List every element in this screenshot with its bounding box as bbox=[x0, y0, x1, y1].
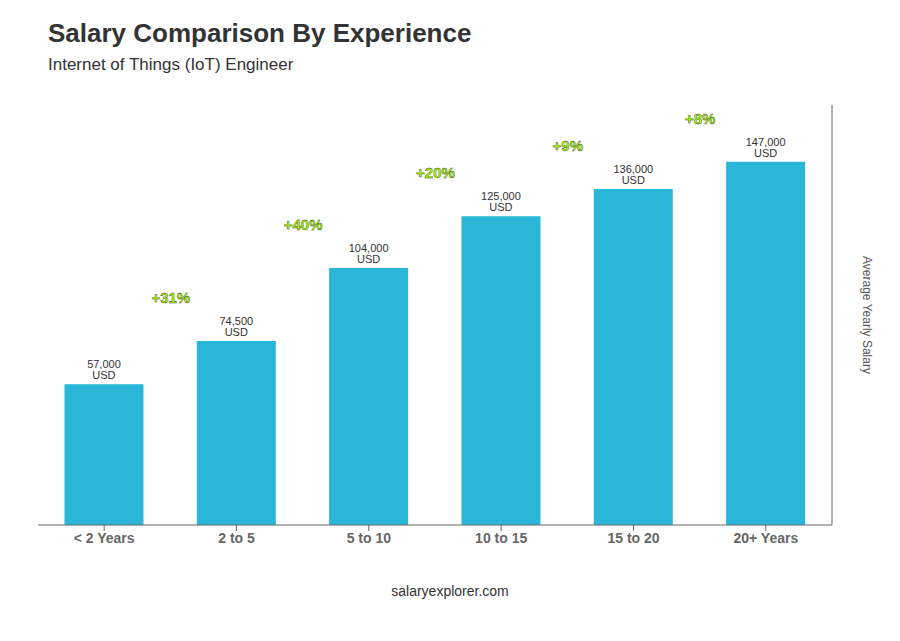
svg-text:+8%: +8% bbox=[685, 110, 715, 127]
svg-text:5 to 10: 5 to 10 bbox=[347, 530, 392, 546]
svg-text:Average Yearly Salary: Average Yearly Salary bbox=[860, 256, 874, 374]
svg-text:136,000USD: 136,000USD bbox=[613, 163, 653, 186]
svg-text:+20%: +20% bbox=[416, 164, 455, 181]
svg-text:57,000USD: 57,000USD bbox=[87, 358, 121, 381]
html-text:salaryexplorer.com: salaryexplorer.com bbox=[391, 583, 509, 599]
svg-text:+31%: +31% bbox=[151, 289, 190, 306]
html-text:Internet of Things (IoT) Engin: Internet of Things (IoT) Engineer bbox=[48, 55, 294, 74]
svg-text:20+ Years: 20+ Years bbox=[733, 530, 798, 546]
svg-text:2 to 5: 2 to 5 bbox=[218, 530, 255, 546]
svg-text:125,000USD: 125,000USD bbox=[481, 190, 521, 213]
svg-text:104,000USD: 104,000USD bbox=[349, 242, 389, 265]
svg-text:74,500USD: 74,500USD bbox=[219, 315, 253, 338]
html-text:Salary Comparison By Experienc: Salary Comparison By Experience bbox=[48, 18, 472, 48]
svg-text:+40%: +40% bbox=[284, 216, 323, 233]
svg-text:< 2 Years: < 2 Years bbox=[74, 530, 135, 546]
svg-text:15 to 20: 15 to 20 bbox=[607, 530, 659, 546]
svg-text:147,000USD: 147,000USD bbox=[746, 136, 786, 159]
svg-text:+9%: +9% bbox=[553, 137, 583, 154]
svg-text:10 to 15: 10 to 15 bbox=[475, 530, 527, 546]
